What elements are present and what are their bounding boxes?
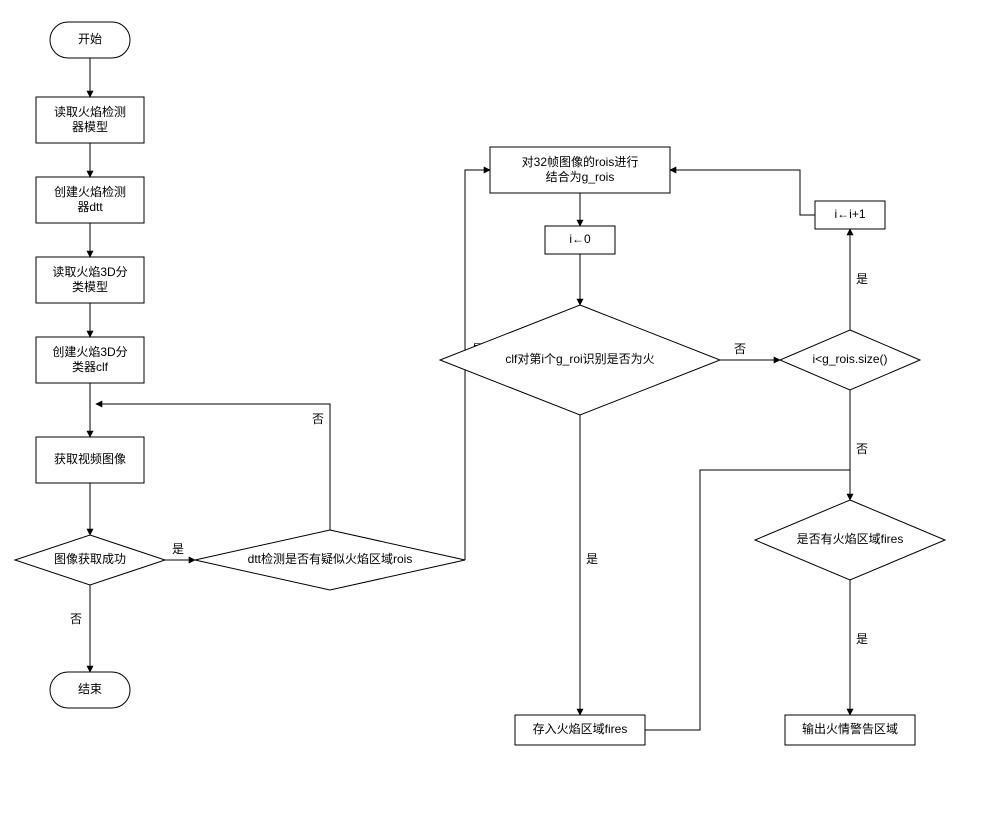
node-n4-label-2: 类器clf [72,360,109,374]
node-n6-label-2: 结合为g_rois [546,169,615,184]
edge-n8-d4 [645,470,850,730]
edge-label-yes-3: 是 [586,552,598,566]
node-n9-label: i←i+1 [834,207,865,221]
node-n1-label-2: 器模型 [72,120,108,134]
node-n6-label-1: 对32帧图像的rois进行 [522,154,639,169]
node-d5-label: 是否有火焰区域fires [797,531,904,546]
node-n7-label: i←0 [569,232,591,246]
edge-label-yes: 是 [172,542,184,556]
node-d3-label: clf对第i个g_roi识别是否为火 [505,352,654,366]
node-n3-label-2: 类模型 [72,280,108,294]
node-n10-label: 输出火情警告区域 [802,721,898,736]
edge-n9-n6 [670,170,815,215]
edge-label-yes-4: 是 [856,272,868,286]
node-d1-label: 图像获取成功 [54,552,126,566]
edge-label-yes-5: 是 [856,632,868,646]
node-end-label: 结束 [78,682,102,696]
node-n3-label-1: 读取火焰3D分 [52,264,127,279]
node-n2-label-1: 创建火焰检测 [54,184,126,199]
edge-label-no-4: 否 [856,442,868,456]
node-start-label: 开始 [78,32,102,46]
node-n8-label: 存入火焰区域fires [533,721,628,736]
node-n2-label-2: 器dtt [77,200,103,214]
edge-label-no-3: 否 [734,342,746,356]
node-n5-label: 获取视频图像 [54,451,126,466]
edge-d2-n5-1 [160,404,330,530]
edge-label-no-2: 否 [312,412,324,426]
node-n4-label-1: 创建火焰3D分 [52,344,127,359]
nodes: 开始 读取火焰检测 器模型 创建火焰检测 器dtt 读取火焰3D分 类模型 创建… [15,22,945,745]
node-d2-label: dtt检测是否有疑似火焰区域rois [248,551,413,566]
edges: 否 是 否 是 是 否 是 否 是 [70,58,868,730]
node-n1-label-1: 读取火焰检测 [54,104,126,119]
node-d4-label: i<g_rois.size() [812,352,887,366]
edge-label-no: 否 [70,612,82,626]
